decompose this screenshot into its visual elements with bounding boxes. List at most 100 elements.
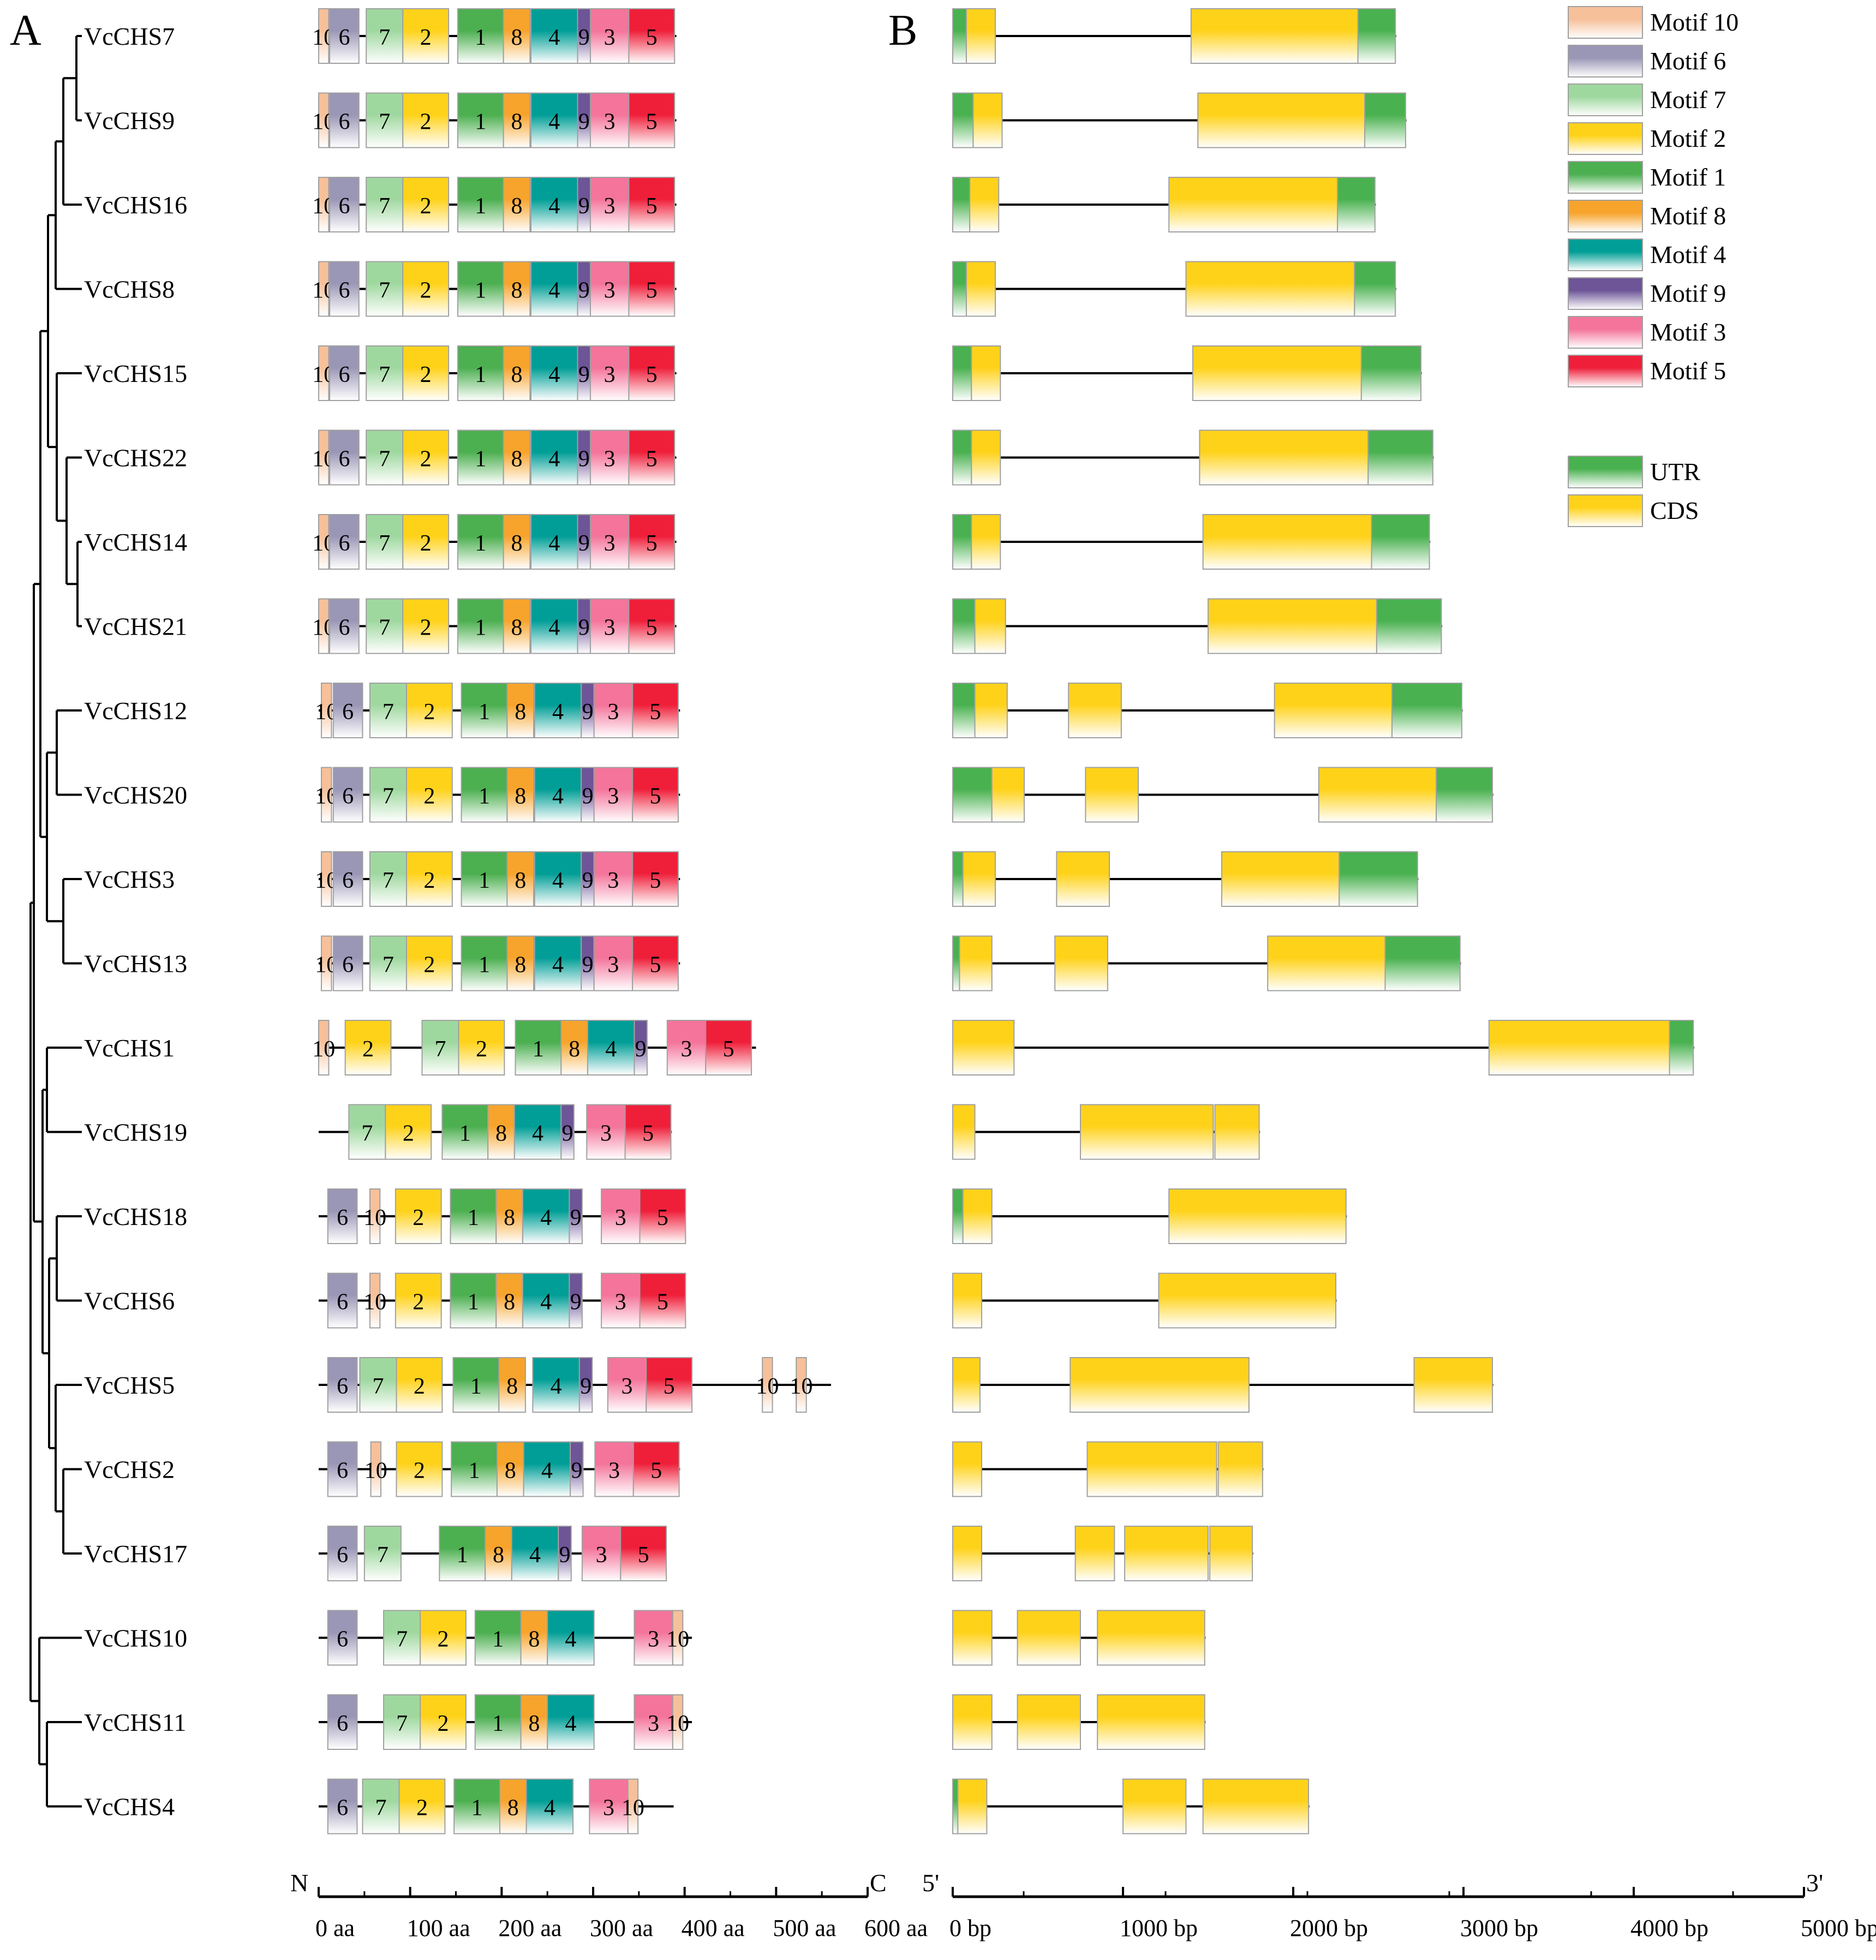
motif-number: 1 [475,447,486,472]
motif-box [607,1357,647,1413]
motif-box [503,261,531,317]
motif-box [589,177,630,232]
motif-box [318,345,330,401]
gene-name-label: VcCHS2 [84,1456,175,1484]
motif-box [405,767,453,823]
utr-block [1384,935,1461,991]
cds-block [952,1272,983,1329]
gene-structure-panel [952,8,1694,1834]
cds-block [1192,345,1362,401]
motif-box [495,1188,523,1244]
motif-number: 3 [622,1374,633,1399]
cds-block [1068,683,1122,738]
motif-box [506,767,535,823]
cds-block [971,345,1001,401]
motif-number: 1 [492,1627,504,1652]
motif-number: 8 [511,447,522,472]
motif-box [520,1610,548,1666]
motif-box [383,1610,421,1666]
motif-number: 5 [650,953,661,978]
motif-box [639,1188,686,1244]
motif-number: 9 [578,362,590,387]
motif-box [530,92,578,148]
motif-box [402,514,450,570]
legend-label: Motif 10 [1650,8,1738,36]
motif-number: 1 [475,278,486,303]
motif-number: 2 [414,1374,425,1399]
motif-number: 8 [528,1711,540,1736]
structure-row [952,1610,1206,1666]
motif-row: 6 7 2 1 8 4 3 10 [319,1778,674,1834]
motif-box [327,1778,358,1834]
legend-label: Motif 3 [1650,318,1726,346]
motif-number: 7 [396,1627,408,1652]
motif-number: 2 [423,700,435,725]
motif-number: 6 [338,362,350,387]
motif-box [589,429,630,486]
motif-box [450,1188,497,1244]
motif-box [318,1020,330,1075]
motif-box [421,1020,459,1075]
legend-label: UTR [1650,458,1700,486]
structure-row [952,8,1396,64]
gene-name-label: VcCHS9 [84,107,175,135]
motif-box [506,683,535,738]
axis-b-start-label: 5' [922,1869,939,1897]
motif-number: 7 [379,531,390,556]
motif-box [530,345,578,401]
motif-number: 4 [548,616,560,641]
motif-number: 2 [420,278,432,303]
motif-number: 6 [337,1627,348,1652]
motif-number: 9 [580,1374,592,1399]
motif-row: 10 6 7 2 1 8 4 9 3 5 [312,261,677,317]
legend-swatch [1568,238,1643,271]
structure-row [952,1526,1253,1581]
motif-number: 1 [475,616,486,641]
motif-box [420,1610,467,1666]
utr-block [952,177,971,232]
motif-box [395,1272,442,1329]
gene-name-label: VcCHS15 [84,360,187,387]
structure-row [952,429,1434,486]
legend-swatch [1568,456,1643,488]
utr-block [1354,261,1396,317]
motif-box [402,345,450,401]
motif-box [395,1188,442,1244]
motif-number: 7 [434,1037,446,1062]
legend-swatch [1568,6,1643,39]
motif-box [318,598,330,654]
motif-box [329,598,360,654]
motif-box [485,1526,512,1581]
motif-number: 6 [342,784,354,809]
legend-label: Motif 5 [1650,357,1726,385]
motif-box [366,598,404,654]
motif-number: 5 [650,868,661,893]
cds-block [1202,1778,1310,1834]
gene-name-label: VcCHS11 [84,1708,186,1736]
motif-box [495,1272,523,1329]
motif-box [532,1357,580,1413]
motif-box [329,8,360,64]
motif-box [646,1357,693,1413]
motif-number: 1 [470,1374,482,1399]
cds-block [1017,1694,1082,1750]
motif-number: 3 [608,1459,620,1484]
cds-block [1054,935,1108,991]
motif-row: 10 6 7 2 1 8 4 9 3 5 [315,683,680,738]
axis-a-tick-label: 500 aa [773,1915,836,1941]
motif-number: 6 [337,1374,348,1399]
motif-number: 4 [540,1290,552,1315]
motif-box [327,1357,358,1413]
motif-number: 2 [423,868,435,893]
motif-number: 3 [604,616,616,641]
motif-number: 6 [342,868,354,893]
motif-box [560,1104,575,1160]
motif-box [503,92,531,148]
motif-number: 3 [604,531,616,556]
motif-number: 1 [457,1543,468,1568]
motif-row: 6 10 2 1 8 4 9 3 5 [319,1188,686,1244]
motif-number: 8 [515,868,526,893]
cds-block [962,851,996,907]
motif-number: 6 [337,1711,348,1736]
motif-box [628,598,676,654]
